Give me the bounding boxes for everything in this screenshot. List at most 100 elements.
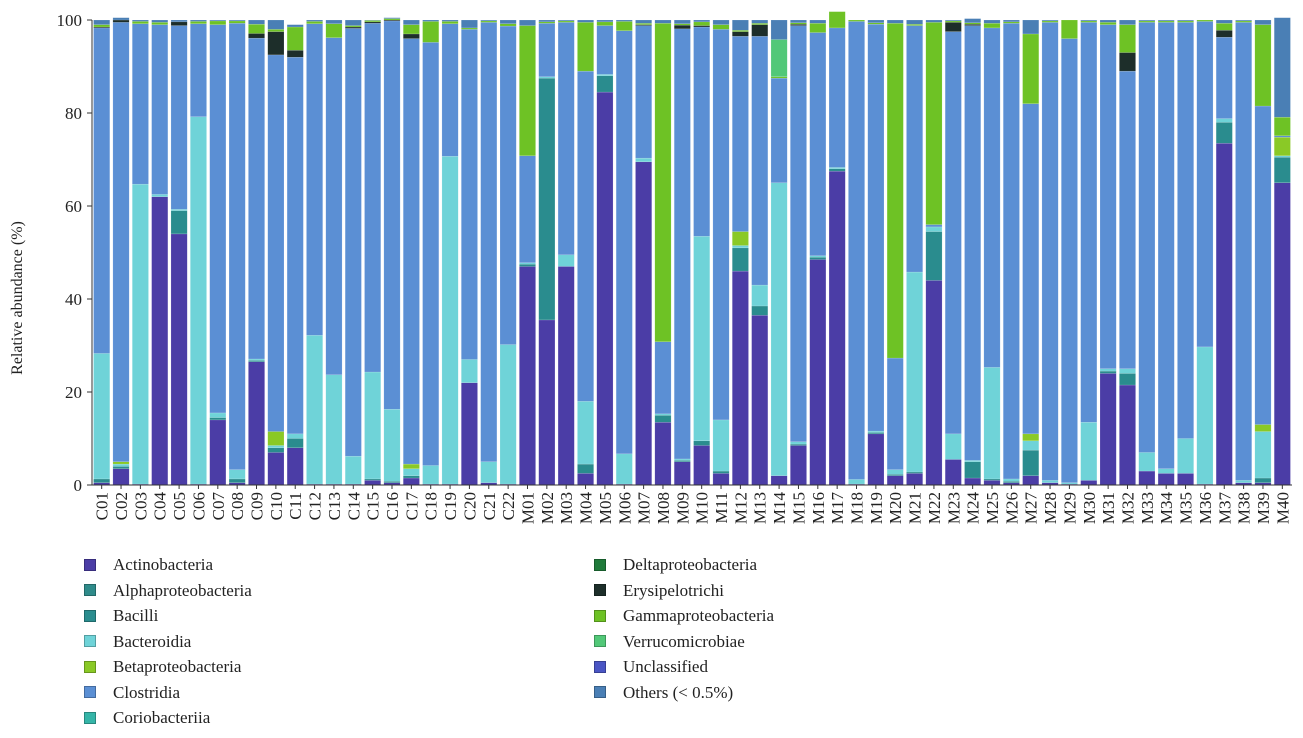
x-tick-label: M34 [1157, 492, 1176, 525]
bar-segment-M33-actinobacteria [1138, 470, 1156, 486]
bar-segment-M35-others-0-5- [1177, 19, 1194, 22]
x-tick-label: M21 [906, 492, 925, 524]
bar-segment-M33-bacteroidia [1138, 452, 1156, 472]
x-tick-label: C01 [93, 492, 112, 520]
bar-segment-C10-betaproteobacteria [267, 431, 285, 446]
bar-segment-C18-bacteroidia [422, 465, 440, 485]
bar-segment-C11-actinobacteria [286, 447, 304, 486]
legend-item: Unclassified [594, 654, 774, 680]
bar-segment-C11-gammaproteobacteria [286, 26, 304, 51]
bar-segment-M13-erysipelotrichi [751, 24, 769, 37]
bar-segment-M17-clostridia [828, 27, 846, 168]
x-tick-label: M02 [538, 492, 557, 524]
bar-segment-M16-others-0-5- [809, 19, 827, 24]
bar-segment-M14-bacteroidia [770, 182, 788, 476]
bar-segment-M28-clostridia [1041, 22, 1059, 481]
y-tick-label: 100 [57, 11, 83, 30]
bar-segment-C13-clostridia [325, 37, 343, 376]
bar-segment-M17-gammaproteobacteria [828, 11, 846, 29]
legend-swatch [84, 711, 96, 724]
bar-segment-M32-others-0-5- [1119, 19, 1136, 25]
bar-segment-M10-clostridia [693, 26, 711, 237]
legend-label: Verrucomicrobiae [623, 631, 745, 651]
bar-segment-M40-bacilli [1273, 156, 1291, 183]
bar-M27 [1022, 19, 1040, 486]
bar-segment-M27-gammaproteobacteria [1022, 33, 1040, 104]
x-tick-label: M24 [964, 492, 983, 525]
bar-segment-M37-others-0-5- [1215, 19, 1233, 24]
bar-segment-M05-bacilli [596, 75, 614, 93]
bar-segment-M23-others-0-5- [944, 19, 962, 22]
bar-segment-M26-others-0-5- [1003, 19, 1020, 23]
bar-segment-M33-gammaproteobacteria [1138, 20, 1156, 23]
bar-segment-M12-gammaproteobacteria [732, 30, 749, 32]
bar-segment-M08-others-0-5- [654, 19, 672, 24]
bar-segment-C02-betaproteobacteria [112, 461, 130, 465]
bar-segment-M23-bacteroidia [944, 433, 962, 460]
bar-segment-C10-actinobacteria [267, 452, 285, 486]
x-tick-label: C05 [170, 492, 189, 520]
x-tick-label: M39 [1254, 492, 1273, 524]
x-tick-label: M26 [1002, 492, 1021, 524]
legend-item: Deltaproteobacteria [594, 552, 774, 578]
bar-segment-C15-actinobacteria [364, 480, 381, 486]
bar-segment-M12-others-0-5- [732, 19, 749, 31]
bar-segment-M18-gammaproteobacteria [848, 19, 865, 22]
bar-segment-C12-others-0-5- [306, 19, 323, 22]
bar-M02 [538, 19, 556, 486]
bar-segment-C10-bacilli [267, 447, 285, 453]
bar-segment-C10-others-0-5- [267, 19, 285, 30]
bar-segment-M39-betaproteobacteria [1254, 424, 1272, 432]
bar-C16 [383, 17, 401, 486]
legend-label: Alphaproteobacteria [113, 580, 252, 600]
bar-segment-M29-bacteroidia [1061, 482, 1078, 485]
bar-segment-C02-others-0-5- [112, 17, 130, 21]
bar-segment-M37-gammaproteobacteria [1215, 23, 1233, 31]
bar-segment-C09-others-0-5- [248, 19, 265, 25]
bar-segment-M27-clostridia [1022, 103, 1040, 435]
bar-segment-M07-others-0-5- [635, 19, 652, 24]
bar-segment-M06-others-0-5- [615, 19, 633, 22]
bar-segment-M14-verrucomicrobiae [770, 39, 788, 77]
bar-segment-M32-gammaproteobacteria [1119, 24, 1136, 53]
bar-segment-M35-gammaproteobacteria [1177, 20, 1194, 23]
bar-segment-C17-clostridia [403, 38, 420, 465]
bar-segment-M09-clostridia [673, 28, 691, 460]
bar-segment-M09-gammaproteobacteria [673, 23, 691, 26]
bar-segment-M19-actinobacteria [867, 433, 885, 486]
x-tick-label: M35 [1177, 492, 1196, 524]
bar-M32 [1119, 19, 1136, 486]
bar-segment-M15-others-0-5- [790, 19, 807, 23]
bar-segment-C14-others-0-5- [344, 19, 362, 26]
bar-M38 [1235, 19, 1252, 486]
x-tick-label: M30 [1080, 492, 1099, 524]
bar-segment-C02-bacteroidia [112, 463, 130, 467]
bar-segment-M02-clostridia [538, 23, 556, 77]
bar-segment-C20-clostridia [461, 29, 478, 360]
axes [91, 20, 1292, 486]
bar-segment-M14-clostridia [770, 77, 788, 183]
bar-M40 [1273, 17, 1291, 486]
x-tick-label: M07 [635, 492, 654, 525]
bar-segment-C16-clostridia [383, 20, 401, 410]
bar-segment-M34-clostridia [1157, 22, 1175, 469]
bar-segment-M28-bacteroidia [1041, 480, 1059, 483]
bar-segment-M13-others-0-5- [751, 19, 769, 24]
legend-swatch [594, 558, 606, 571]
x-tick-label: C15 [364, 492, 383, 520]
bar-segment-M07-erysipelotrichi [635, 24, 652, 26]
legend-swatch [594, 584, 606, 597]
bar-C20 [461, 19, 478, 486]
bar-segment-M10-others-0-5- [693, 19, 711, 23]
bar-segment-M25-clostridia [983, 27, 1001, 368]
bar-segment-M37-bacteroidia [1215, 118, 1233, 123]
bar-segment-M24-clostridia [964, 25, 981, 461]
bar-segment-M28-gammaproteobacteria [1041, 20, 1059, 23]
bar-segment-M36-bacteroidia [1196, 346, 1214, 485]
x-tick-label: C08 [228, 492, 247, 520]
bar-segment-C17-bacilli [403, 475, 420, 479]
legend-item: Others (< 0.5%) [594, 680, 774, 706]
bar-M37 [1215, 19, 1233, 486]
bar-segment-C13-gammaproteobacteria [325, 23, 343, 38]
bar-segment-M35-clostridia [1177, 22, 1194, 439]
